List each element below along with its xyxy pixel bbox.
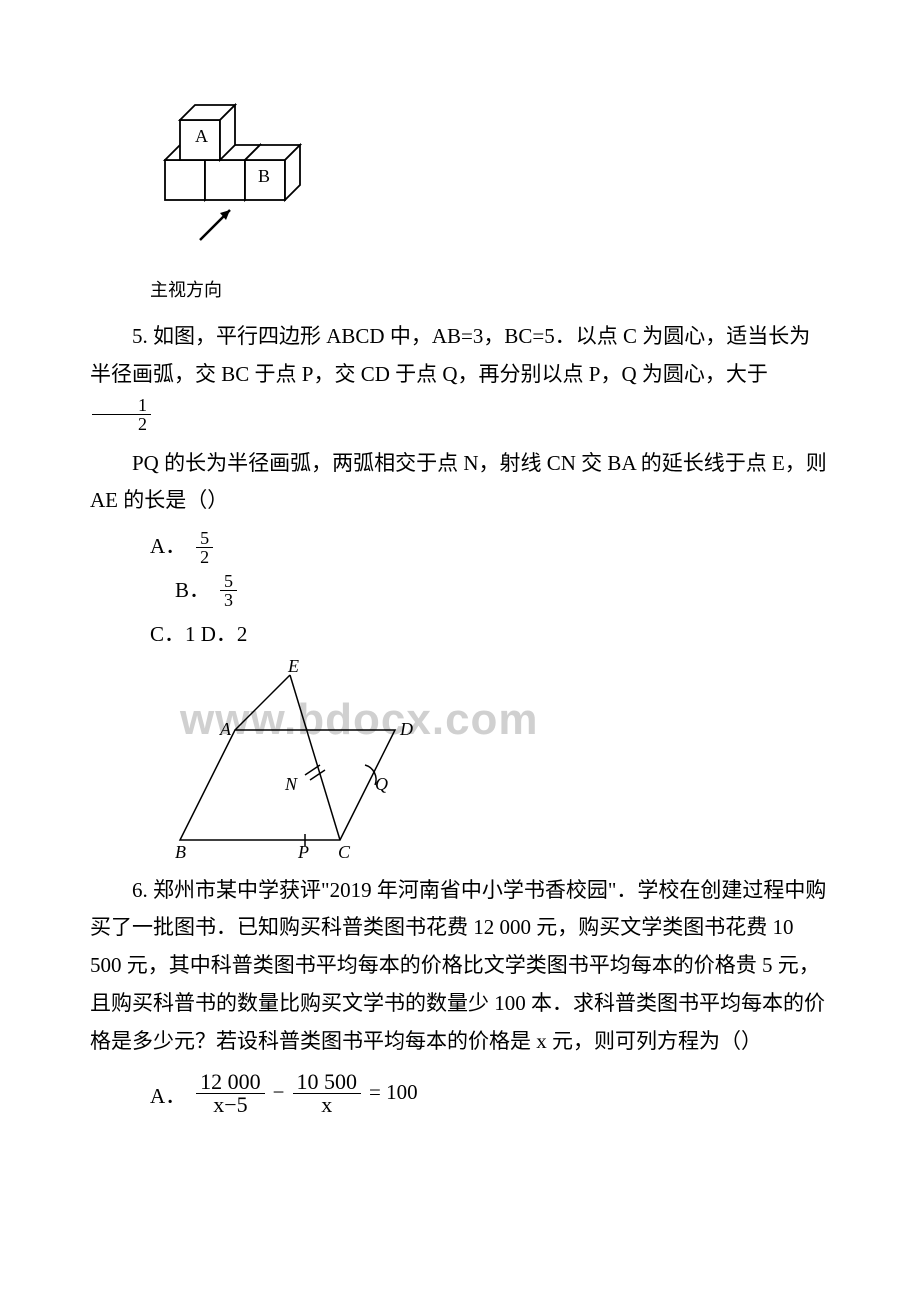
q6-frac1: 12 000 x−5 <box>196 1071 265 1116</box>
minus-sign: − <box>273 1074 285 1112</box>
label-c: C <box>338 842 351 860</box>
frac-num: 5 <box>196 529 213 548</box>
figure-parallelogram: E A D N Q B P C <box>170 660 830 860</box>
opt-b-frac: 5 3 <box>220 572 237 609</box>
opt-a-label: A． <box>150 1078 186 1116</box>
label-q: Q <box>375 774 388 794</box>
label-d: D <box>399 719 413 739</box>
q6-option-a: A． 12 000 x−5 − 10 500 x = 100 <box>150 1071 830 1116</box>
eq-sign: = 100 <box>369 1074 418 1112</box>
frac-num: 1 <box>92 396 151 415</box>
frac-den: 3 <box>220 591 237 609</box>
frac-den: 2 <box>92 415 151 433</box>
q5-text-1: 5. 如图，平行四边形 ABCD 中，AB=3，BC=5．以点 C 为圆心，适当… <box>90 318 830 432</box>
opt-a-label: A． <box>150 528 186 566</box>
q5-option-b: B． 5 3 <box>175 572 830 610</box>
label-b: B <box>175 842 186 860</box>
label-e: E <box>287 660 299 676</box>
q6-frac2: 10 500 x <box>293 1071 362 1116</box>
cube-label-a: A <box>195 126 208 146</box>
figure-cubes: A B 主视方向 <box>150 100 830 306</box>
q6-text: 6. 郑州市某中学获评"2019 年河南省中小学书香校园"．学校在创建过程中购买… <box>90 872 830 1061</box>
q5-text1-span: 5. 如图，平行四边形 ABCD 中，AB=3，BC=5．以点 C 为圆心，适当… <box>90 324 810 386</box>
q5-option-cd: C．1 D．2 <box>150 616 830 654</box>
figure-caption: 主视方向 <box>150 274 830 306</box>
frac-den: x−5 <box>209 1094 251 1116</box>
q5-option-a: A． 5 2 <box>150 528 830 566</box>
frac-den: x <box>317 1094 336 1116</box>
q5-frac-half: 1 2 <box>92 396 151 433</box>
frac-den: 2 <box>196 548 213 566</box>
opt-a-frac: 5 2 <box>196 529 213 566</box>
frac-num: 12 000 <box>196 1071 265 1094</box>
label-a: A <box>219 719 232 739</box>
label-p: P <box>297 842 309 860</box>
frac-num: 5 <box>220 572 237 591</box>
cube-label-b: B <box>258 166 270 186</box>
frac-num: 10 500 <box>293 1071 362 1094</box>
opt-b-label: B． <box>175 572 210 610</box>
q5-text-2: PQ 的长为半径画弧，两弧相交于点 N，射线 CN 交 BA 的延长线于点 E，… <box>90 445 830 521</box>
label-n: N <box>284 774 298 794</box>
